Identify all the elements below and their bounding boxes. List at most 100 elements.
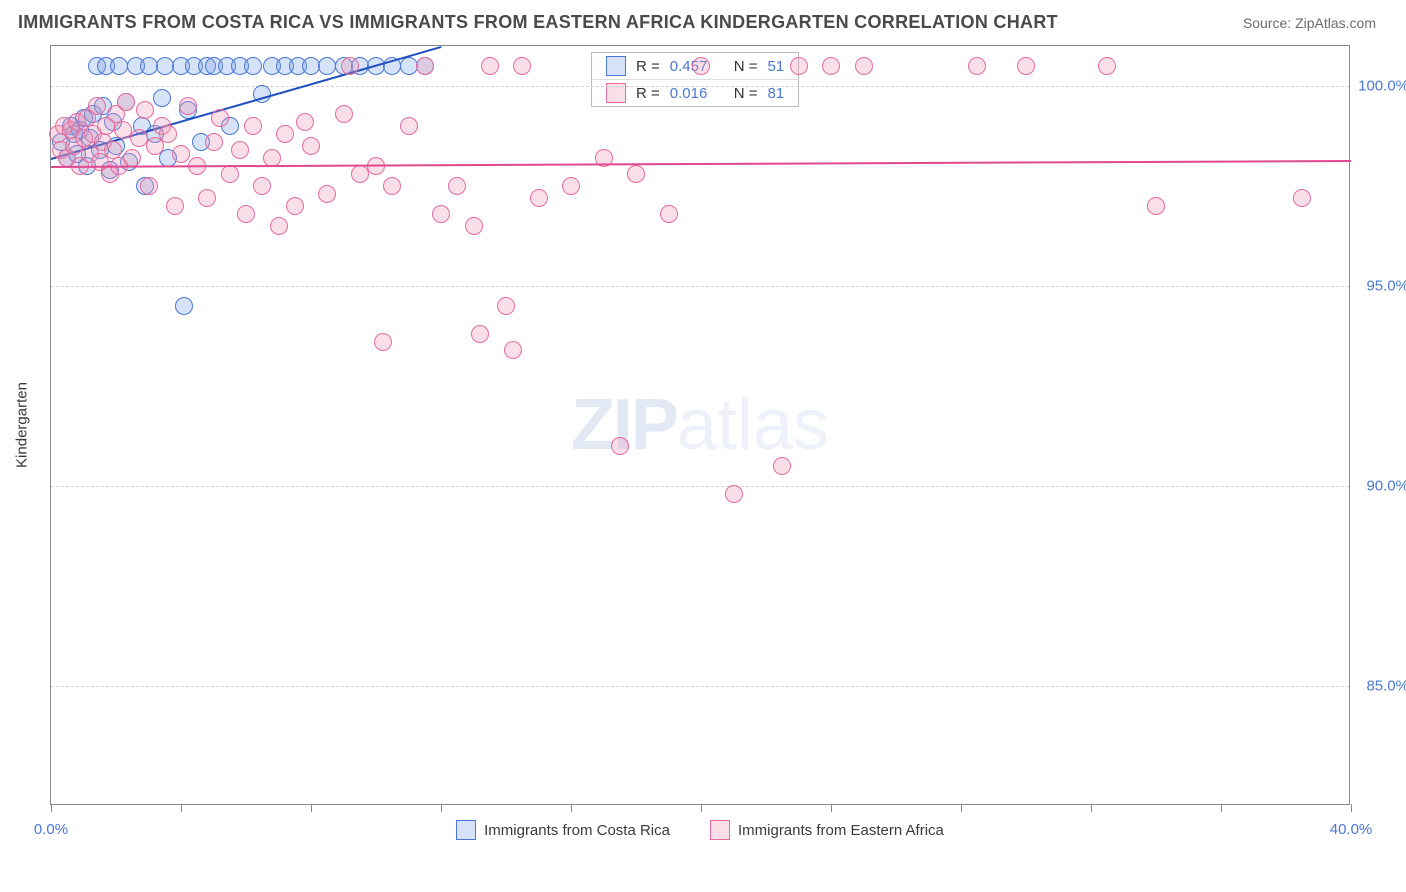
data-point — [296, 113, 314, 131]
data-point — [221, 165, 239, 183]
x-tick — [1091, 804, 1092, 812]
data-point — [692, 57, 710, 75]
n-label: N = — [734, 85, 758, 102]
data-point — [276, 125, 294, 143]
data-point — [117, 93, 135, 111]
trend-line — [51, 160, 1351, 168]
y-axis-label: Kindergarten — [14, 382, 31, 468]
data-point — [123, 149, 141, 167]
data-point — [198, 189, 216, 207]
y-tick-label: 90.0% — [1355, 478, 1406, 495]
data-point — [968, 57, 986, 75]
x-tick — [51, 804, 52, 812]
data-point — [530, 189, 548, 207]
x-tick — [1351, 804, 1352, 812]
data-point — [244, 117, 262, 135]
legend-item: Immigrants from Costa Rica — [456, 820, 670, 840]
x-tick — [1221, 804, 1222, 812]
data-point — [341, 57, 359, 75]
data-point — [237, 205, 255, 223]
data-point — [374, 333, 392, 351]
data-point — [448, 177, 466, 195]
data-point — [253, 177, 271, 195]
y-tick-label: 100.0% — [1355, 78, 1406, 95]
data-point — [725, 485, 743, 503]
watermark: ZIPatlas — [571, 384, 829, 466]
title-bar: IMMIGRANTS FROM COSTA RICA VS IMMIGRANTS… — [0, 0, 1406, 41]
data-point — [1098, 57, 1116, 75]
legend-label: Immigrants from Costa Rica — [484, 822, 670, 839]
x-tick — [961, 804, 962, 812]
y-tick-label: 85.0% — [1355, 678, 1406, 695]
data-point — [465, 217, 483, 235]
y-tick-label: 95.0% — [1355, 278, 1406, 295]
data-point — [660, 205, 678, 223]
data-point — [1017, 57, 1035, 75]
r-label: R = — [636, 85, 660, 102]
gridline — [51, 486, 1349, 487]
data-point — [153, 89, 171, 107]
x-tick — [571, 804, 572, 812]
n-value: 51 — [768, 58, 785, 75]
data-point — [270, 217, 288, 235]
data-point — [335, 105, 353, 123]
source-attribution: Source: ZipAtlas.com — [1243, 15, 1376, 31]
data-point — [318, 185, 336, 203]
data-point — [159, 125, 177, 143]
chart-title: IMMIGRANTS FROM COSTA RICA VS IMMIGRANTS… — [18, 12, 1058, 33]
data-point — [822, 57, 840, 75]
data-point — [140, 177, 158, 195]
data-point — [513, 57, 531, 75]
data-point — [432, 205, 450, 223]
data-point — [211, 109, 229, 127]
data-point — [302, 137, 320, 155]
data-point — [504, 341, 522, 359]
data-point — [855, 57, 873, 75]
data-point — [471, 325, 489, 343]
data-point — [172, 145, 190, 163]
data-point — [416, 57, 434, 75]
legend-swatch — [606, 56, 626, 76]
x-tick — [181, 804, 182, 812]
data-point — [88, 97, 106, 115]
data-point — [231, 141, 249, 159]
legend-swatch — [456, 820, 476, 840]
data-point — [1147, 197, 1165, 215]
data-point — [790, 57, 808, 75]
x-tick — [311, 804, 312, 812]
data-point — [1293, 189, 1311, 207]
data-point — [136, 101, 154, 119]
x-tick — [701, 804, 702, 812]
gridline — [51, 286, 1349, 287]
data-point — [562, 177, 580, 195]
data-point — [179, 97, 197, 115]
data-point — [497, 297, 515, 315]
data-point — [205, 133, 223, 151]
legend-item: Immigrants from Eastern Africa — [710, 820, 944, 840]
data-point — [400, 117, 418, 135]
data-point — [286, 197, 304, 215]
data-point — [383, 177, 401, 195]
data-point — [175, 297, 193, 315]
n-label: N = — [734, 58, 758, 75]
series-legend: Immigrants from Costa Rica Immigrants fro… — [51, 820, 1349, 840]
x-tick-label: 0.0% — [34, 821, 68, 838]
gridline — [51, 686, 1349, 687]
data-point — [244, 57, 262, 75]
data-point — [773, 457, 791, 475]
r-value: 0.016 — [670, 85, 714, 102]
data-point — [611, 437, 629, 455]
data-point — [166, 197, 184, 215]
watermark-light: atlas — [677, 385, 829, 465]
scatter-plot: ZIPatlas R =0.457N =51R =0.016N =81 Immi… — [50, 45, 1350, 805]
x-tick — [441, 804, 442, 812]
data-point — [627, 165, 645, 183]
legend-label: Immigrants from Eastern Africa — [738, 822, 944, 839]
data-point — [351, 165, 369, 183]
x-tick — [831, 804, 832, 812]
chart-container: Kindergarten ZIPatlas R =0.457N =51R =0.… — [50, 45, 1376, 805]
gridline — [51, 86, 1349, 87]
x-tick-label: 40.0% — [1330, 821, 1373, 838]
r-label: R = — [636, 58, 660, 75]
data-point — [481, 57, 499, 75]
